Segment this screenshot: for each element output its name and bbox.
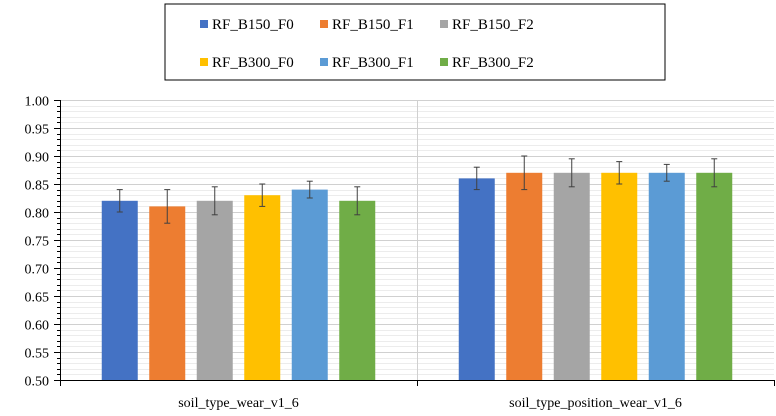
y-tick-label: 0.80 bbox=[25, 207, 50, 222]
y-tick-label: 0.85 bbox=[25, 179, 50, 194]
bar bbox=[196, 200, 233, 380]
legend-label: RF_B300_F0 bbox=[212, 55, 294, 71]
y-tick-label: 0.75 bbox=[25, 235, 50, 250]
axes: soil_type_wear_v1_6 soil_type_position_we… bbox=[25, 95, 775, 411]
y-tick-label: 0.70 bbox=[25, 263, 50, 278]
bar bbox=[648, 172, 685, 380]
legend-label: RF_B300_F1 bbox=[332, 55, 414, 71]
legend-swatch bbox=[320, 20, 328, 28]
legend-swatch bbox=[440, 58, 448, 66]
legend: RF_B150_F0 RF_B150_F1 RF_B150_F2 RF_B300_F0… bbox=[164, 3, 666, 81]
legend-label: RF_B150_F0 bbox=[212, 17, 294, 33]
legend-swatch bbox=[320, 58, 328, 66]
bar bbox=[101, 200, 138, 380]
bar bbox=[339, 200, 376, 380]
x-tick-label: soil_type_position_wear_v1_6 bbox=[509, 396, 682, 411]
bars bbox=[101, 172, 733, 380]
y-tick-label: 0.90 bbox=[25, 151, 50, 166]
y-tick-label: 0.55 bbox=[25, 347, 50, 362]
y-tick-label: 0.50 bbox=[25, 375, 50, 390]
legend-swatch bbox=[440, 20, 448, 28]
error-bars bbox=[116, 155, 718, 224]
legend-label: RF_B150_F2 bbox=[452, 17, 534, 33]
bar bbox=[553, 172, 590, 380]
legend-label: RF_B150_F1 bbox=[332, 17, 414, 33]
legend-swatch bbox=[200, 20, 208, 28]
x-tick-label: soil_type_wear_v1_6 bbox=[178, 396, 299, 411]
y-tick-label: 1.00 bbox=[25, 95, 50, 110]
bar bbox=[458, 178, 495, 380]
y-tick-label: 0.65 bbox=[25, 291, 50, 306]
bar bbox=[696, 172, 733, 380]
legend-label: RF_B300_F2 bbox=[452, 55, 534, 71]
y-tick-label: 0.60 bbox=[25, 319, 50, 334]
bar bbox=[149, 206, 186, 380]
bar bbox=[291, 189, 328, 380]
y-tick-label: 0.95 bbox=[25, 123, 50, 138]
legend-box bbox=[164, 3, 666, 81]
bar bbox=[506, 172, 543, 380]
bar bbox=[601, 172, 638, 380]
legend-swatch bbox=[200, 58, 208, 66]
bar bbox=[244, 195, 281, 380]
